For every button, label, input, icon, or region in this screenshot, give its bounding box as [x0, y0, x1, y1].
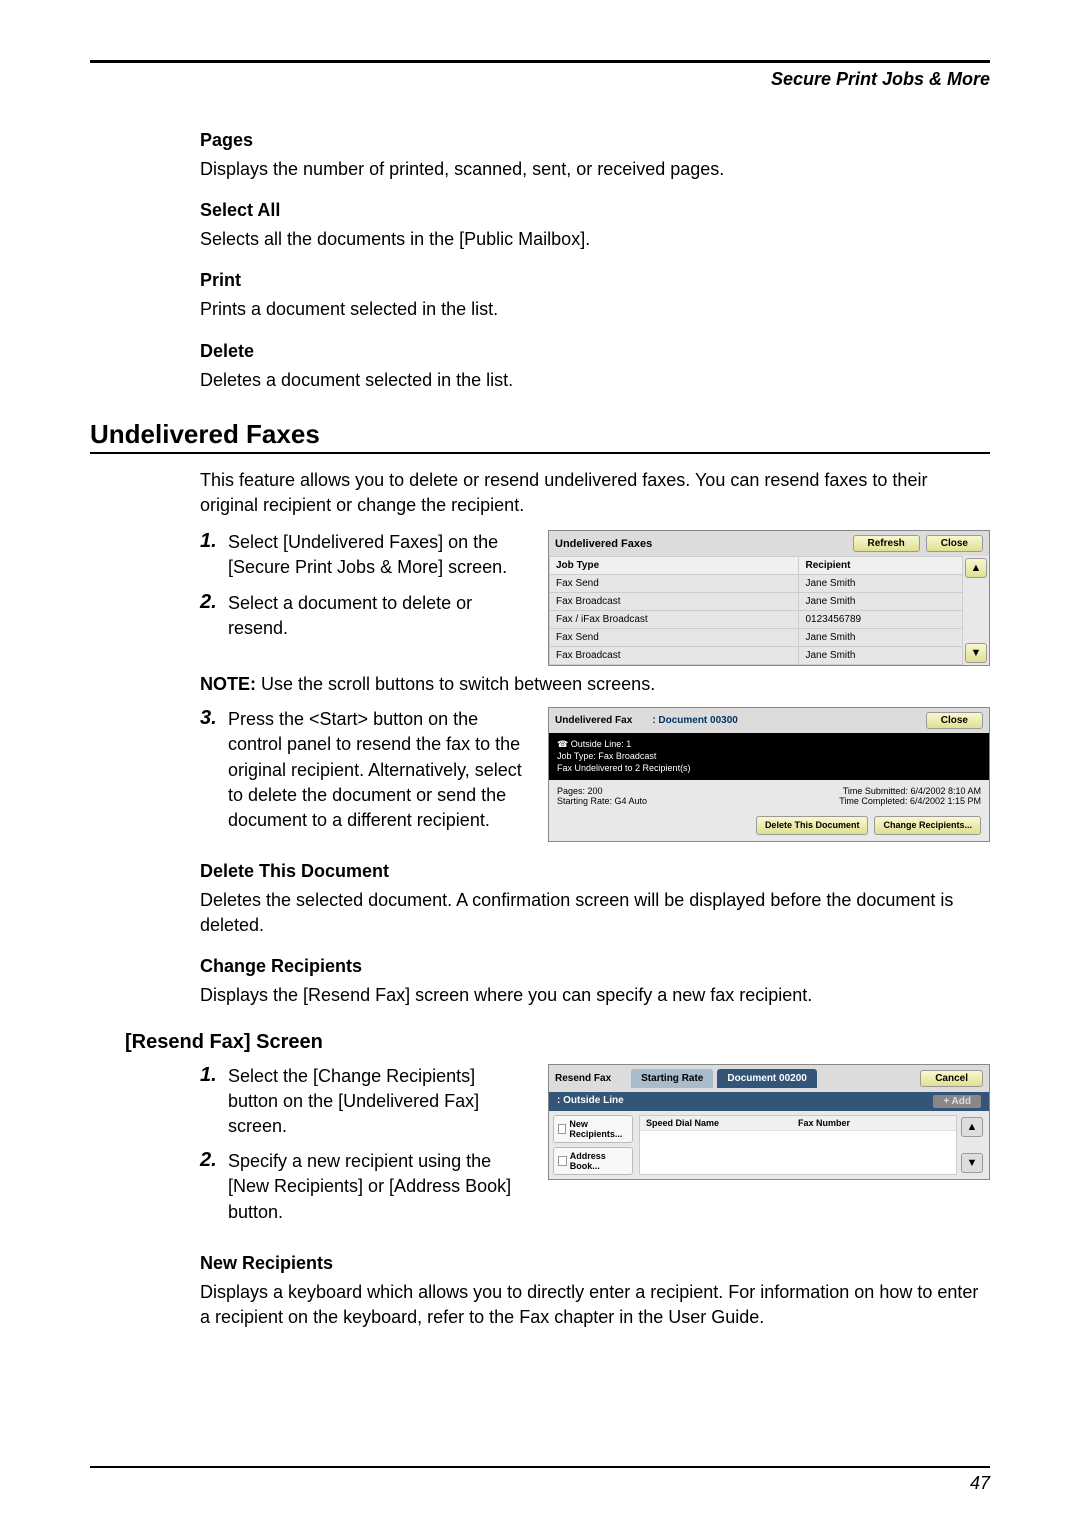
pages-heading: Pages	[200, 130, 990, 151]
header-rule	[90, 60, 990, 63]
pages-text: Displays the number of printed, scanned,…	[200, 157, 990, 182]
outside-line-label: : Outside Line	[557, 1095, 624, 1108]
table-row[interactable]: Fax / iFax Broadcast0123456789	[550, 611, 963, 629]
delete-doc-heading: Delete This Document	[200, 861, 990, 882]
scroll-down-button[interactable]: ▼	[965, 643, 987, 663]
detail-completed: Time Completed: 6/4/2002 1:15 PM	[839, 796, 981, 806]
col-jobtype: Job Type	[550, 557, 799, 575]
change-recipients-button[interactable]: Change Recipients...	[874, 816, 981, 835]
panel-title: Undelivered Faxes	[555, 538, 847, 550]
close-button[interactable]: Close	[926, 712, 983, 729]
new-recip-heading: New Recipients	[200, 1253, 990, 1274]
refresh-button[interactable]: Refresh	[853, 535, 920, 552]
page-header: Secure Print Jobs & More	[90, 69, 990, 90]
delete-document-button[interactable]: Delete This Document	[756, 816, 869, 835]
detail-rate: Starting Rate: G4 Auto	[557, 796, 839, 806]
new-recipients-button[interactable]: New Recipients...	[553, 1115, 633, 1143]
step-text: Specify a new recipient using the [New R…	[228, 1149, 530, 1225]
step-number: 3.	[200, 707, 228, 730]
note: NOTE: Use the scroll buttons to switch b…	[200, 674, 990, 695]
step-text: Select [Undelivered Faxes] on the [Secur…	[228, 530, 530, 580]
step-number: 2.	[200, 1149, 228, 1172]
step-text: Press the <Start> button on the control …	[228, 707, 530, 833]
table-row[interactable]: Fax BroadcastJane Smith	[550, 647, 963, 665]
print-text: Prints a document selected in the list.	[200, 297, 990, 322]
step-text: Select the [Change Recipients] button on…	[228, 1064, 530, 1140]
selectall-text: Selects all the documents in the [Public…	[200, 227, 990, 252]
step-text: Select a document to delete or resend.	[228, 591, 530, 641]
undelivered-intro: This feature allows you to delete or res…	[200, 468, 990, 518]
cancel-button[interactable]: Cancel	[920, 1070, 983, 1087]
detail-submitted: Time Submitted: 6/4/2002 8:10 AM	[839, 786, 981, 796]
delete-doc-text: Deletes the selected document. A confirm…	[200, 888, 990, 938]
selectall-heading: Select All	[200, 200, 990, 221]
step-number: 2.	[200, 591, 228, 614]
detail-summary: ☎ Outside Line: 1 Job Type: Fax Broadcas…	[549, 733, 989, 780]
detail-pages: Pages: 200	[557, 786, 839, 796]
square-icon	[558, 1124, 566, 1134]
detail-title: Undelivered Fax	[555, 715, 632, 726]
col-recipient: Recipient	[799, 557, 963, 575]
undelivered-heading: Undelivered Faxes	[90, 419, 990, 450]
undelivered-faxes-panel: Undelivered Faxes Refresh Close Job Type…	[548, 530, 990, 666]
col-speeddial: Speed Dial Name	[646, 1118, 798, 1128]
section-rule	[90, 452, 990, 454]
table-row[interactable]: Fax SendJane Smith	[550, 629, 963, 647]
step-number: 1.	[200, 1064, 228, 1087]
page-number: 47	[970, 1473, 990, 1494]
resend-fax-panel: Resend Fax Starting Rate Document 00200 …	[548, 1064, 990, 1180]
detail-docnum: : Document 00300	[652, 715, 738, 726]
new-recip-text: Displays a keyboard which allows you to …	[200, 1280, 990, 1330]
col-faxnumber: Fax Number	[798, 1118, 950, 1128]
address-book-button[interactable]: Address Book...	[553, 1147, 633, 1175]
step-number: 1.	[200, 530, 228, 553]
delete-heading: Delete	[200, 341, 990, 362]
fax-table: Job Type Recipient Fax SendJane Smith Fa…	[549, 556, 963, 665]
square-icon	[558, 1156, 567, 1166]
table-row[interactable]: Fax SendJane Smith	[550, 575, 963, 593]
close-button[interactable]: Close	[926, 535, 983, 552]
add-button[interactable]: + Add	[933, 1095, 981, 1108]
print-heading: Print	[200, 270, 990, 291]
scroll-down-button[interactable]: ▼	[961, 1153, 983, 1173]
tab-starting-rate[interactable]: Starting Rate	[631, 1069, 713, 1088]
footer-rule	[90, 1466, 990, 1468]
table-row[interactable]: Fax BroadcastJane Smith	[550, 593, 963, 611]
change-recip-heading: Change Recipients	[200, 956, 990, 977]
resend-heading: [Resend Fax] Screen	[125, 1031, 990, 1054]
recipients-table: Speed Dial Name Fax Number	[639, 1115, 957, 1175]
scroll-up-button[interactable]: ▲	[961, 1117, 983, 1137]
resend-title: Resend Fax	[555, 1073, 611, 1084]
tab-document[interactable]: Document 00200	[717, 1069, 816, 1088]
change-recip-text: Displays the [Resend Fax] screen where y…	[200, 983, 990, 1008]
undelivered-detail-panel: Undelivered Fax : Document 00300 Close ☎…	[548, 707, 990, 842]
scroll-up-button[interactable]: ▲	[965, 558, 987, 578]
delete-text: Deletes a document selected in the list.	[200, 368, 990, 393]
